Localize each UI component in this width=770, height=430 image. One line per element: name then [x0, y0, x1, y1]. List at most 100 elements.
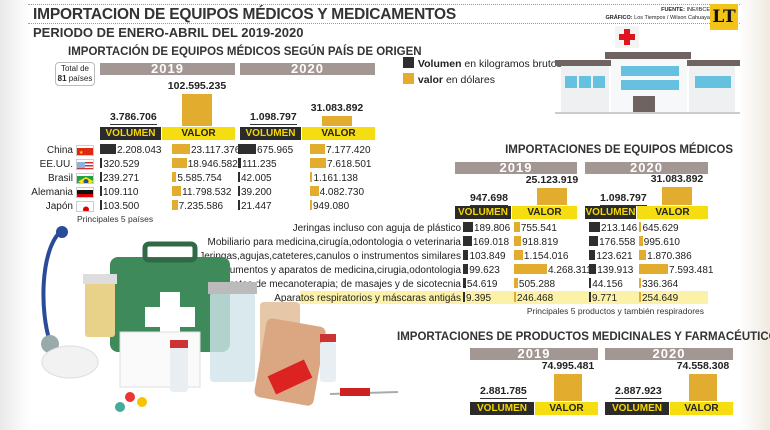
valor-label-2019: VALOR — [162, 127, 235, 140]
total-volumen-2019: 3.786.706 — [110, 111, 157, 125]
divider — [28, 23, 740, 24]
total-volumen-2019: 2.881.785 — [480, 385, 527, 399]
usa-flag-icon — [76, 159, 94, 170]
legend-volume-bold: Volumen — [417, 58, 462, 70]
total-volumen-2019: 947.698 — [470, 192, 508, 206]
value-label: 7.618.501 — [327, 159, 372, 170]
value-label: 54.619 — [466, 279, 498, 290]
data-cell: 336.364 — [639, 278, 678, 291]
china-flag-icon: ★ — [76, 145, 94, 156]
data-cell: 7.593.481 — [639, 264, 714, 277]
bar-2020-valor — [310, 172, 313, 182]
volumen-label-2019: VOLUMEN — [455, 206, 511, 219]
bar-2019-valor — [514, 278, 518, 288]
value-label: 42.005 — [241, 173, 272, 184]
graphic-credit: Los Tiempos / Wilson Cahuaya — [634, 15, 710, 21]
value-label: 1.161.138 — [313, 173, 358, 184]
value-label: 645.629 — [642, 223, 679, 234]
valor-label-2019: VALOR — [535, 402, 598, 415]
data-cell: 111.235 — [238, 158, 277, 171]
total-valor-bar-2019 — [554, 374, 582, 401]
value-label: 103.849 — [469, 251, 506, 262]
bar-2020-volumen — [238, 200, 240, 210]
total-valor-bar-2019 — [537, 188, 567, 205]
data-cell: 23.117.376 — [172, 144, 240, 157]
data-cell: 5.585.754 — [172, 172, 222, 185]
bar-2020-valor — [310, 200, 312, 210]
value-label: 675.965 — [257, 145, 294, 156]
logo: LT — [710, 4, 738, 30]
total-count: 81 — [57, 74, 67, 83]
value-label: 4.268.311 — [548, 265, 592, 276]
medical-supplies-illustration — [41, 226, 399, 412]
data-cell: 675.965 — [238, 144, 293, 157]
data-cell: 4.268.311 — [514, 264, 592, 277]
section1-title: IMPORTACIÓN DE EQUIPOS MÉDICOS SEGÚN PAÍ… — [68, 46, 422, 58]
data-cell: 11.798.532 — [172, 186, 231, 199]
total-valor-bar-2020 — [689, 374, 717, 401]
year-header-2019: 2019 — [100, 62, 235, 75]
data-cell: 1.870.386 — [639, 250, 692, 263]
bar-2020-volumen — [238, 186, 240, 196]
bar-2019-valor — [514, 250, 523, 260]
value-label: 918.819 — [522, 237, 559, 248]
value-label: 139.913 — [597, 265, 634, 276]
data-cell: 505.288 — [514, 278, 555, 291]
source: INE/IBCE — [686, 7, 710, 13]
volumen-label-2019: VOLUMEN — [470, 402, 534, 415]
legend-volume: Volumen en kilogramos brutos — [403, 56, 562, 72]
value-label: 9.395 — [466, 293, 492, 304]
value-label: 213.146 — [601, 223, 638, 234]
bar-2019-valor — [172, 200, 178, 210]
bar-2020-valor — [639, 278, 641, 288]
total-valor-2019: 74.995.481 — [541, 360, 595, 372]
data-cell: 1.154.016 — [514, 250, 568, 263]
value-label: 7.235.586 — [178, 201, 224, 212]
data-cell: 9.771 — [589, 292, 617, 305]
data-cell: 44.156 — [589, 278, 623, 291]
value-label: 5.585.754 — [177, 173, 222, 184]
value-label: 123.621 — [596, 251, 633, 262]
year-header-2020: 2020 — [605, 347, 733, 360]
volumen-label-2020: VOLUMEN — [605, 402, 669, 415]
bar-2020-valor — [639, 250, 647, 260]
data-cell: 99.623 — [463, 264, 500, 277]
total-volumen-2020: 2.887.923 — [615, 385, 662, 399]
value-label: 320.529 — [103, 159, 140, 170]
bar-2020-valor — [310, 144, 326, 154]
total-countries-box: Total de 81 países — [55, 62, 95, 86]
data-cell: 176.558 — [589, 236, 635, 249]
product-label: Jeringas incluso con aguja de plástico — [292, 223, 461, 234]
data-cell: 320.529 — [100, 158, 139, 171]
total-valor-2020: 31.083.892 — [650, 173, 704, 185]
data-cell: 213.146 — [589, 222, 637, 235]
bar-2020-volumen — [589, 292, 591, 302]
data-cell: 2.208.043 — [100, 144, 162, 157]
total-valor-2019: 25.123.919 — [525, 174, 579, 186]
value-label: 9.771 — [592, 293, 618, 304]
data-cell: 7.235.586 — [172, 200, 223, 213]
section1-footnote: Principales 5 países — [77, 214, 154, 224]
bar-2019-volumen — [100, 144, 116, 154]
value-label: 949.080 — [313, 201, 350, 212]
data-cell: 918.819 — [514, 236, 558, 249]
total-valor-2020: 74.558.308 — [676, 360, 730, 373]
data-cell: 39.200 — [238, 186, 272, 199]
value-label: 176.558 — [599, 237, 636, 248]
data-cell: 7.177.420 — [310, 144, 371, 157]
data-cell: 18.946.582 — [172, 158, 238, 171]
total-label: Total de — [60, 64, 90, 73]
value-label: 7.593.481 — [669, 265, 714, 276]
country-label: Brasil — [47, 173, 73, 184]
bar-2019-valor — [172, 144, 190, 154]
bar-2019-valor — [514, 222, 520, 232]
data-cell: 7.618.501 — [310, 158, 372, 171]
legend-value-bold: valor — [417, 74, 444, 86]
value-label: 1.154.016 — [523, 251, 569, 262]
bar-2019-volumen — [463, 236, 472, 246]
data-cell: 169.018 — [463, 236, 509, 249]
section2-footnote: Principales 5 productos y también respir… — [526, 306, 704, 316]
subtitle: PERIODO DE ENERO-ABRIL DEL 2019-2020 — [33, 25, 304, 40]
value-label: 1.870.386 — [647, 251, 692, 262]
legend: Volumen en kilogramos brutos valor en dó… — [403, 56, 562, 88]
